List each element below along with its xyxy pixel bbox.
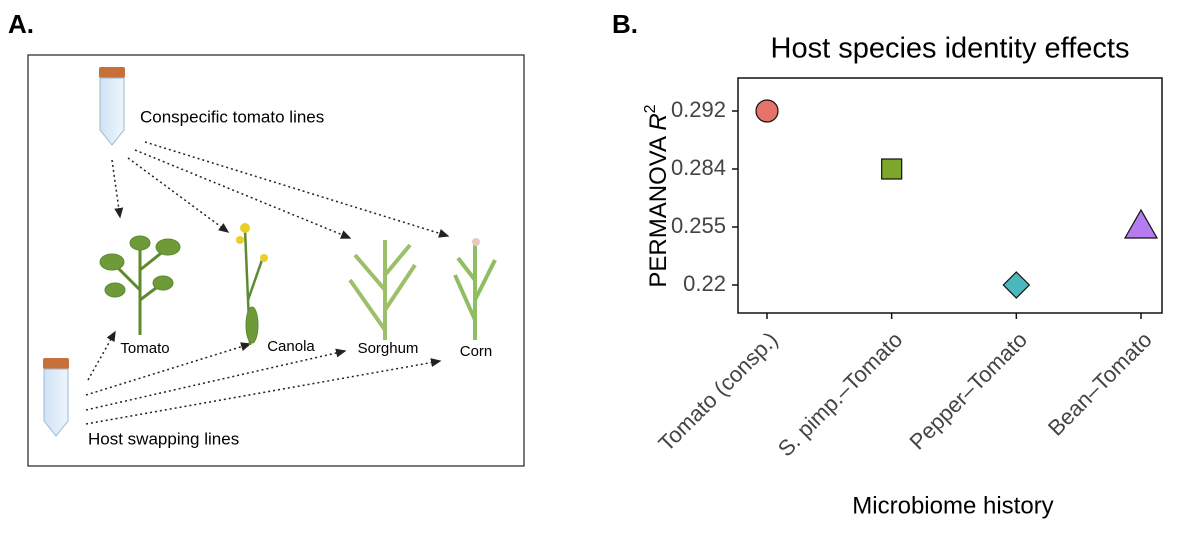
plant-label: Tomato [120, 340, 169, 357]
plant-icons [99, 223, 497, 346]
chart-title: Host species identity effects [771, 33, 1130, 65]
point [881, 158, 903, 180]
tube-icon [43, 358, 69, 437]
y-tick-label: 0.255 [671, 213, 726, 238]
plant-label: Corn [460, 343, 493, 360]
y-tick-label: 0.284 [671, 155, 726, 180]
y-label-sup: 2 [642, 104, 659, 113]
panel-label: B. [612, 9, 638, 39]
point [755, 99, 779, 123]
x-tick-label: Tomato (consp.) [653, 327, 782, 456]
x-tick-label: S. pimp.–Tomato [773, 327, 907, 461]
plant-label: Sorghum [358, 340, 419, 357]
tube-label: Conspecific tomato lines [140, 107, 324, 126]
x-axis-label: Microbiome history [852, 492, 1053, 519]
plot: 0.22 0.255 0.284 0.292 Tomato (consp.)S. pim… [653, 97, 1159, 461]
y-tick-label: 0.22 [683, 271, 726, 296]
panel-a: Conspecific tomato lines Host swapping l… [27, 54, 525, 467]
plot-frame [737, 77, 1163, 314]
panel-frame [27, 54, 525, 467]
y-axis-label: PERMANOVA R2 [642, 104, 672, 287]
y-label-var: R [645, 113, 672, 130]
arrows [85, 141, 450, 425]
tube-label: Host swapping lines [88, 429, 239, 448]
x-tick-label: Bean–Tomato [1043, 327, 1157, 441]
panel-label: A. [8, 9, 34, 39]
point [1123, 208, 1159, 239]
plant-label: Canola [267, 338, 315, 355]
tube-icon [99, 67, 125, 146]
y-tick-label: 0.292 [671, 97, 726, 122]
x-tick-label: Pepper–Tomato [904, 327, 1032, 455]
y-label-text: PERMANOVA [645, 131, 672, 288]
point [1002, 271, 1031, 299]
